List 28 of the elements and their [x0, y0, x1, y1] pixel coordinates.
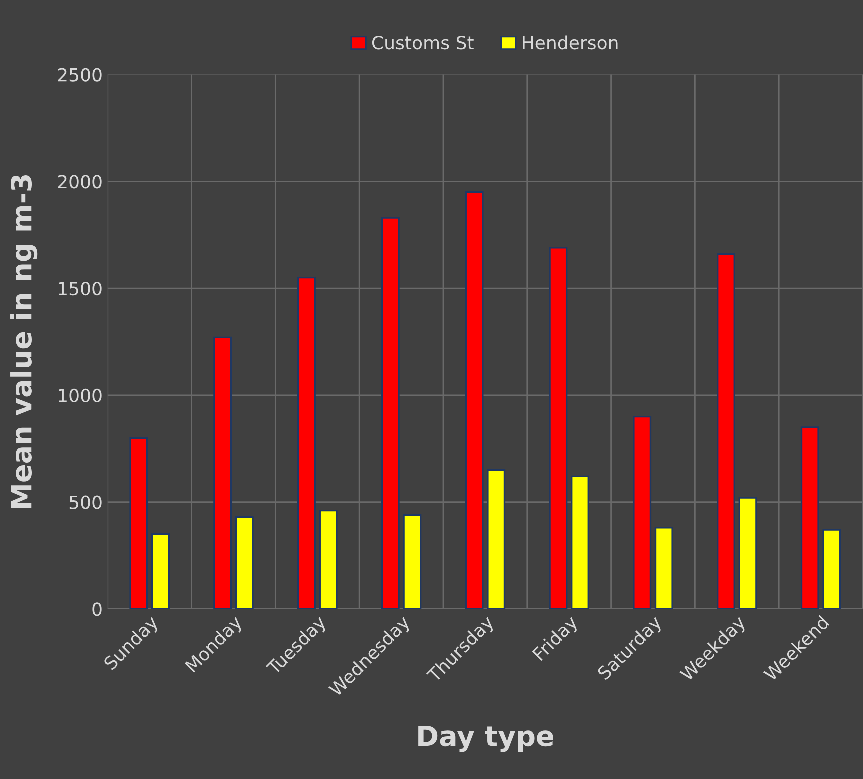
bar: [152, 534, 170, 610]
bar: [549, 247, 568, 610]
y-tick-label: 1000: [59, 388, 102, 403]
bar: [235, 516, 254, 610]
y-tick-label: 1500: [59, 282, 102, 296]
bar: [717, 254, 736, 610]
bar: [571, 476, 590, 610]
y-tick-label: 0: [92, 602, 102, 616]
bar: [319, 510, 338, 610]
bar: [130, 437, 148, 610]
bar: [403, 514, 422, 610]
bar: [633, 416, 652, 610]
bar: [214, 336, 232, 610]
bar: [738, 497, 758, 610]
bar: [800, 426, 820, 610]
bar: [487, 469, 506, 610]
bar: [822, 529, 842, 610]
y-tick-label: 500: [70, 496, 102, 510]
x-axis-title: Day type: [418, 726, 554, 752]
bar: [654, 527, 674, 610]
y-tick-label: 2000: [58, 175, 102, 189]
y-tick-label: 2500: [58, 68, 102, 82]
y-axis-title: Mean value in ng m-3: [10, 175, 38, 508]
legend-label: Customs St: [372, 36, 474, 50]
bar: [465, 192, 484, 610]
bar: [381, 217, 400, 610]
bar: [298, 277, 316, 610]
legend-label: Henderson: [523, 36, 618, 50]
